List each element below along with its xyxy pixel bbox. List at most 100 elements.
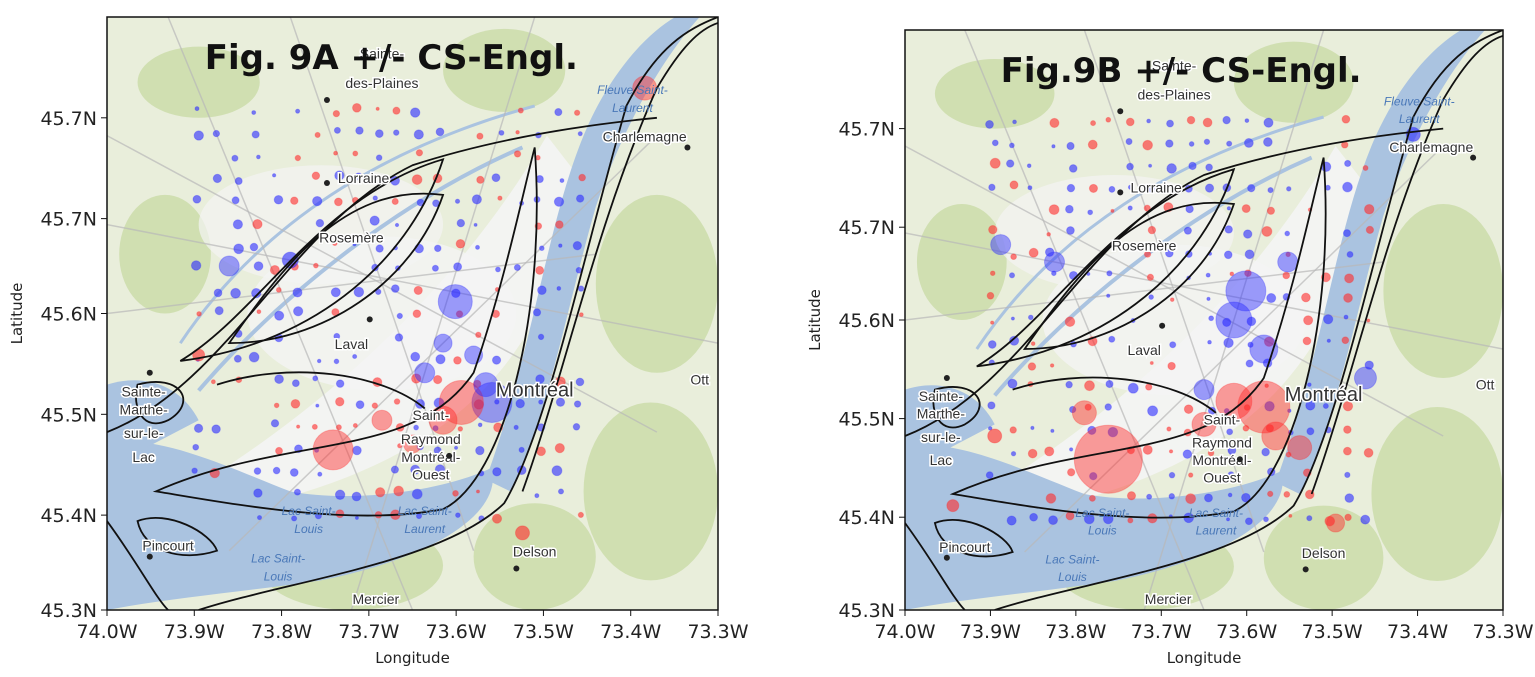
positive-bubble <box>1343 425 1352 434</box>
contour-line <box>136 516 219 557</box>
positive-bubble <box>989 270 996 277</box>
negative-bubble <box>1066 141 1075 151</box>
positive-bubble <box>1344 273 1355 284</box>
negative-bubble <box>1360 514 1371 525</box>
negative-bubble <box>575 194 585 203</box>
place-label: Lac Saint- <box>1075 506 1129 520</box>
negative-bubble <box>1205 272 1211 278</box>
x-tick-label: 73.5W <box>1302 621 1363 643</box>
negative-bubble <box>233 243 244 255</box>
positive-bubble <box>491 513 503 524</box>
positive-bubble <box>352 422 358 429</box>
positive-bubble <box>1287 435 1313 461</box>
negative-bubble <box>312 195 323 207</box>
negative-bubble <box>1108 185 1116 193</box>
negative-bubble <box>249 242 259 252</box>
negative-bubble <box>451 288 461 299</box>
road <box>228 135 658 552</box>
negative-bubble <box>390 284 400 293</box>
positive-bubble <box>554 443 565 454</box>
negative-bubble <box>1323 314 1334 325</box>
y-tick-label: 45.5N <box>40 404 97 426</box>
negative-bubble <box>1106 293 1111 298</box>
positive-bubble <box>1302 336 1312 346</box>
negative-bubble <box>551 465 563 477</box>
negative-bubble <box>1223 250 1233 260</box>
negative-bubble <box>355 126 364 135</box>
negative-bubble <box>1087 209 1094 216</box>
town-dot <box>323 97 330 104</box>
positive-bubble <box>1142 139 1153 151</box>
map-area: Sainte-des-Plaines Lorraine Rosemère Laval C… <box>905 30 1503 610</box>
negative-bubble <box>354 515 359 520</box>
contour-line <box>107 116 657 433</box>
negative-bubble <box>218 255 240 277</box>
place-label: Ouest <box>1203 469 1240 485</box>
negative-bubble <box>988 183 996 192</box>
negative-bubble <box>1344 493 1355 503</box>
positive-bubble <box>514 525 530 541</box>
positive-bubble <box>335 397 345 407</box>
positive-bubble <box>453 356 462 365</box>
town-dot <box>1470 154 1477 161</box>
positive-bubble <box>375 106 380 111</box>
positive-bubble <box>1145 383 1153 391</box>
fleuve-saint-laurent <box>1275 30 1486 494</box>
x-tick-label: 74.0W <box>76 621 137 643</box>
negative-bubble <box>352 445 362 456</box>
positive-bubble <box>335 424 342 431</box>
road <box>1143 30 1325 610</box>
negative-bubble <box>1147 183 1157 193</box>
positive-bubble <box>476 132 484 140</box>
negative-bubble <box>231 196 240 205</box>
negative-bubble <box>372 195 378 201</box>
negative-bubble <box>253 261 264 271</box>
x-axis-label: Longitude <box>375 649 450 667</box>
positive-bubble <box>433 375 443 385</box>
negative-bubble <box>1089 472 1098 481</box>
negative-bubble <box>537 285 547 295</box>
negative-bubble <box>1261 447 1270 457</box>
negative-bubble <box>1267 186 1274 194</box>
contour-line <box>905 127 1444 437</box>
positive-bubble <box>1265 424 1275 433</box>
positive-bubble <box>1143 204 1151 212</box>
negative-bubble <box>434 244 442 253</box>
negative-bubble <box>1044 251 1065 273</box>
positive-bubble <box>1344 513 1352 522</box>
y-tick-label: 45.7N <box>838 217 895 239</box>
negative-bubble <box>1148 163 1153 168</box>
place-label: Fleuve Saint- <box>1384 94 1455 108</box>
positive-bubble <box>1065 511 1075 521</box>
y-tick-label: 45.5N <box>838 409 895 431</box>
positive-bubble <box>375 487 386 498</box>
positive-bubble <box>1365 225 1375 235</box>
negative-bubble <box>1125 138 1133 146</box>
place-label: Louis <box>264 569 293 583</box>
negative-bubble <box>1127 205 1133 211</box>
negative-bubble <box>1227 492 1233 498</box>
place-label: Delson <box>1302 545 1346 561</box>
x-tick-label: 73.3W <box>1472 621 1533 643</box>
negative-bubble <box>558 243 563 248</box>
negative-bubble <box>1344 471 1351 479</box>
positive-bubble <box>578 173 586 182</box>
place-label: Lac Saint- <box>251 552 305 566</box>
negative-bubble <box>535 374 545 384</box>
negative-bubble <box>274 310 285 321</box>
positive-bubble <box>1127 517 1134 524</box>
place-label: Pincourt <box>939 539 990 555</box>
y-axis-label: Latitude <box>806 289 824 351</box>
negative-bubble <box>1108 335 1116 343</box>
negative-bubble <box>1205 163 1213 172</box>
place-label: Delson <box>513 544 557 560</box>
positive-bubble <box>1045 493 1057 504</box>
positive-bubble <box>1343 293 1353 303</box>
place-label: Lac <box>930 452 953 468</box>
negative-bubble <box>1127 184 1134 190</box>
map-area: Sainte-des-Plaines Lorraine Rosemère Laval C… <box>107 17 718 610</box>
positive-bubble <box>311 423 318 430</box>
negative-bubble <box>433 333 453 353</box>
positive-bubble <box>1149 360 1154 366</box>
positive-bubble <box>987 428 1003 444</box>
